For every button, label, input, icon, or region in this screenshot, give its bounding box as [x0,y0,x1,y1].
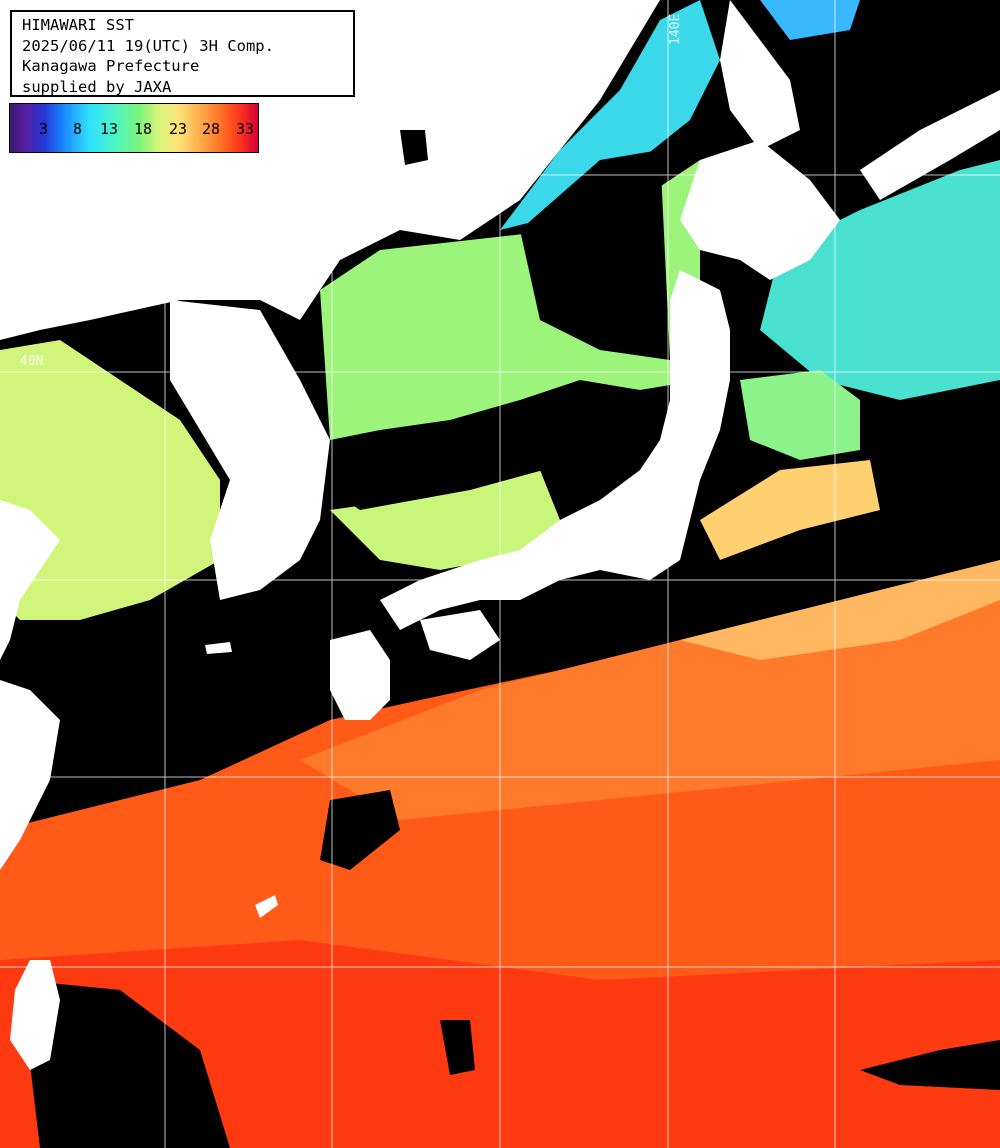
cloud-streak-1 [330,390,660,510]
scale-tick: 23 [169,120,188,138]
grid-label-40n: 40N [20,354,44,369]
land-china-south [0,680,60,870]
info-title: HIMAWARI SST [22,16,134,34]
land-honshu [380,270,730,630]
land-shikoku [420,610,500,660]
south-cloud-1 [20,980,230,1148]
scale-tick: 13 [100,120,119,138]
south-cloud-4 [440,1020,475,1075]
grid-label-30n: 30N [20,760,44,775]
cloud-streak-2 [520,150,670,360]
scale-tick: 33 [236,120,255,138]
land-jeju [205,642,232,654]
land-okinawa [255,895,278,918]
temperature-color-scale: 3 8 13 18 23 28 33 [9,103,259,153]
info-supplier: supplied by JAXA [22,77,172,96]
land-sado [400,130,428,165]
north-cold-sea [500,0,720,230]
transition-band [680,560,1000,660]
scale-tick: 18 [134,120,153,138]
info-datetime: 2025/06/11 19(UTC) 3H Comp. [22,36,274,55]
scale-tick: 28 [202,120,221,138]
land-sakhalin [720,0,800,150]
scale-tick: 8 [73,120,83,138]
info-region: Kanagawa Prefecture [22,57,200,75]
land-kyushu [330,630,390,720]
east-china-sea [330,470,560,570]
land-taiwan [10,960,60,1070]
scale-tick: 3 [39,120,49,138]
pacific-north [740,370,860,460]
land-korea [170,300,330,600]
info-box: HIMAWARI SST 2025/06/11 19(UTC) 3H Comp.… [10,10,355,97]
grid-label-140e: 140E [668,13,683,45]
okhotsk-sea [760,160,1000,400]
south-cloud-3 [320,790,400,870]
land-russia-east [860,90,1000,200]
south-cloud-2 [860,1040,1000,1090]
